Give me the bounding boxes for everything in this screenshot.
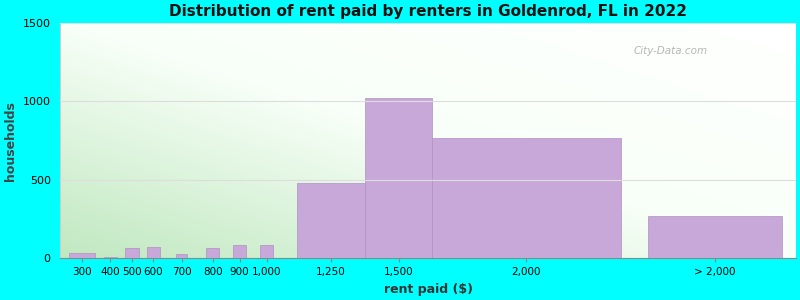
- Bar: [298, 183, 365, 258]
- Bar: [146, 247, 160, 258]
- Bar: [206, 248, 219, 258]
- Bar: [176, 254, 187, 258]
- Bar: [69, 253, 95, 258]
- Text: City-Data.com: City-Data.com: [634, 46, 708, 56]
- Bar: [233, 245, 246, 258]
- Bar: [365, 98, 432, 258]
- Bar: [103, 257, 117, 258]
- Bar: [125, 248, 138, 258]
- Bar: [260, 245, 274, 258]
- Title: Distribution of rent paid by renters in Goldenrod, FL in 2022: Distribution of rent paid by renters in …: [169, 4, 687, 19]
- Bar: [432, 137, 621, 258]
- X-axis label: rent paid ($): rent paid ($): [384, 283, 473, 296]
- Y-axis label: households: households: [4, 101, 17, 181]
- Bar: [648, 216, 782, 258]
